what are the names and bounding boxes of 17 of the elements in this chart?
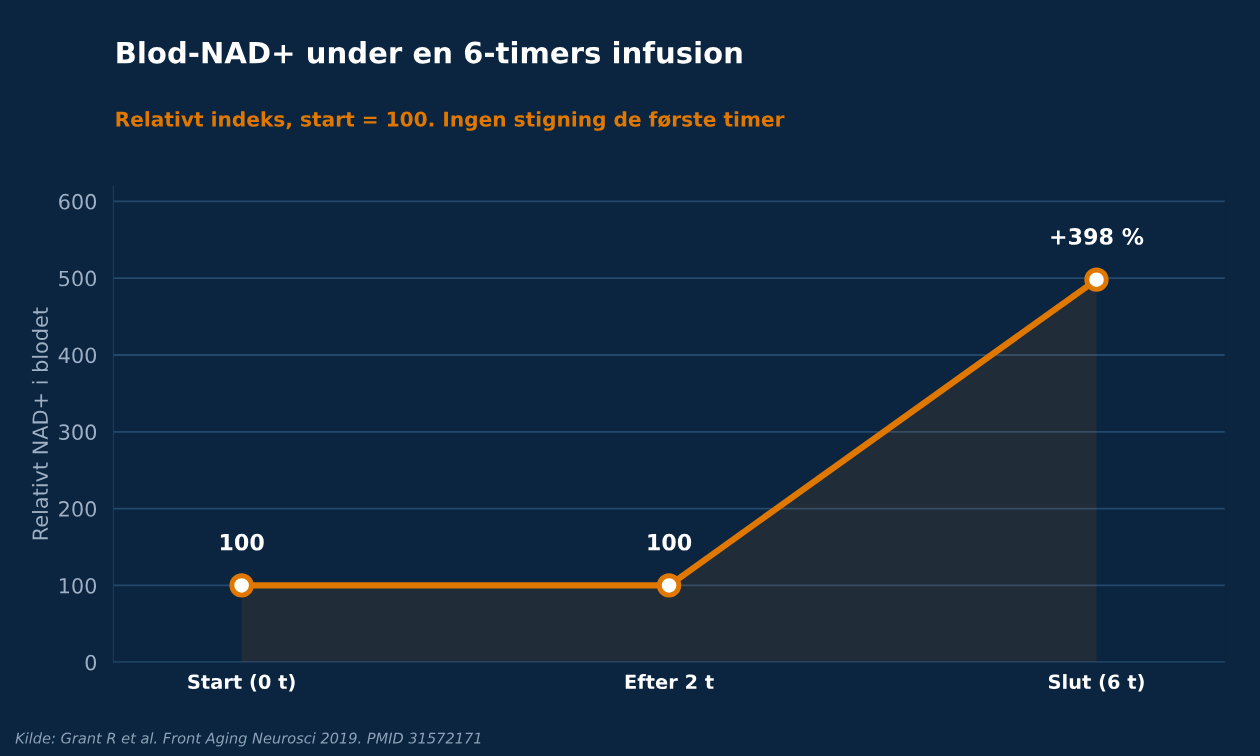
y-tick-label: 100	[59, 577, 97, 594]
text: Kilde: Grant R et al. Front Aging Neurosci 2019. PMID 31572171	[15, 732, 481, 747]
y-tick-label: 600	[59, 193, 97, 210]
x-tick-label: Slut (6 t)	[1048, 674, 1144, 692]
x-tick-label: Start (0 t)	[188, 674, 295, 692]
y-tick-label: 400	[58, 347, 97, 364]
chart-subtitle: Relativt indeks, start = 100. Ingen stigning de første timer	[116, 111, 785, 131]
y-tick-label: 200	[59, 501, 97, 517]
y-tick-label: 0	[85, 654, 97, 671]
x-tick-label: Efter 2 t	[625, 674, 714, 690]
data-label: 100	[220, 533, 264, 551]
annotation: +398 %	[1051, 228, 1144, 245]
chart-title: Blod-NAD+ under en 6-timers infusion	[117, 41, 742, 64]
y-tick-label: 300	[59, 424, 97, 441]
y-axis-title: Relativt NAD+ i blodet	[31, 307, 49, 540]
data-label: 100	[648, 533, 692, 551]
y-tick-label: 500	[59, 270, 97, 287]
